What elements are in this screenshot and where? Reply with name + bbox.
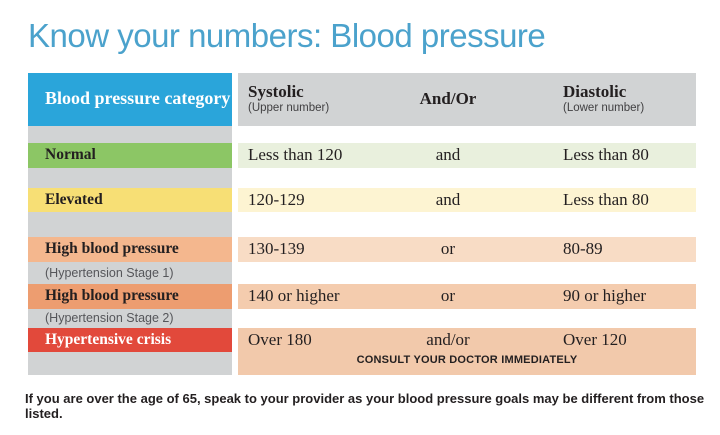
infographic-page: Know your numbers: Blood pressure Blood … (0, 16, 720, 421)
header-systolic-cell: Systolic (Upper number) (238, 81, 398, 115)
header-diastolic-label: Diastolic (563, 81, 627, 101)
systolic-value: 140 or higher (248, 286, 340, 306)
andor-value: or (440, 286, 456, 306)
category-cell: Elevated (28, 187, 232, 212)
category-cell: Hypertensive crisis (28, 327, 232, 352)
header-category-label: Blood pressure category (45, 88, 231, 109)
andor-value: and/or (426, 329, 470, 349)
consult-row: CONSULT YOUR DOCTOR IMMEDIATELY (28, 351, 696, 375)
subcategory-cell: (Hypertension Stage 1) (28, 261, 232, 284)
category-label: Elevated (45, 190, 103, 208)
header-systolic-label: Systolic (248, 81, 304, 101)
spacer-row (28, 167, 696, 188)
header-band: Systolic (Upper number) And/Or Diastolic… (238, 72, 696, 126)
page-title: Know your numbers: Blood pressure (28, 17, 546, 54)
diastolic-value: Over 120 (563, 329, 627, 349)
table-row-elevated: Elevated 120-129 and Less than 80 (28, 187, 696, 212)
category-label: High blood pressure (45, 240, 179, 258)
category-label: High blood pressure (45, 287, 179, 305)
header-diastolic-sub: (Lower number) (563, 101, 645, 114)
spacer-row (28, 125, 696, 143)
table-row-normal: Normal Less than 120 and Less than 80 (28, 142, 696, 168)
systolic-value: 120-129 (248, 189, 305, 209)
footer-disclaimer: If you are over the age of 65, speak to … (25, 390, 705, 421)
subcategory-row-stage2: (Hypertension Stage 2) (28, 308, 696, 328)
diastolic-value: 80-89 (563, 239, 603, 259)
consult-note: CONSULT YOUR DOCTOR IMMEDIATELY (356, 353, 578, 366)
diastolic-value: Less than 80 (563, 189, 649, 209)
header-systolic-sub: (Upper number) (248, 101, 330, 114)
category-cell: High blood pressure (28, 283, 232, 309)
systolic-value: Less than 120 (248, 145, 343, 165)
subcategory-cell: (Hypertension Stage 2) (28, 308, 232, 328)
andor-value: or (440, 239, 456, 259)
table-row-stage1: High blood pressure 130-139 or 80-89 (28, 236, 696, 262)
subcategory-row-stage1: (Hypertension Stage 1) (28, 261, 696, 284)
systolic-value: Over 180 (248, 329, 312, 349)
blood-pressure-table: Blood pressure category Systolic (Upper … (28, 72, 696, 375)
table-row-stage2: High blood pressure 140 or higher or 90 … (28, 283, 696, 309)
systolic-value: 130-139 (248, 239, 305, 259)
header-andor-label: And/Or (419, 88, 477, 108)
subcategory-label: (Hypertension Stage 2) (45, 311, 174, 326)
diastolic-value: Less than 80 (563, 145, 649, 165)
category-label: Hypertensive crisis (45, 330, 172, 348)
andor-value: and (435, 189, 461, 209)
diastolic-value: 90 or higher (563, 286, 647, 306)
category-cell: High blood pressure (28, 236, 232, 262)
spacer-row (28, 211, 696, 237)
header-row: Blood pressure category Systolic (Upper … (28, 72, 696, 126)
header-category-cell: Blood pressure category (28, 72, 232, 126)
andor-value: and (435, 145, 461, 165)
category-label: Normal (45, 146, 96, 164)
subcategory-label: (Hypertension Stage 1) (45, 265, 174, 280)
header-diastolic-cell: Diastolic (Lower number) (498, 81, 696, 115)
category-cell: Normal (28, 142, 232, 168)
column-divider (232, 72, 238, 126)
table-row-crisis: Hypertensive crisis Over 180 and/or Over… (28, 327, 696, 352)
